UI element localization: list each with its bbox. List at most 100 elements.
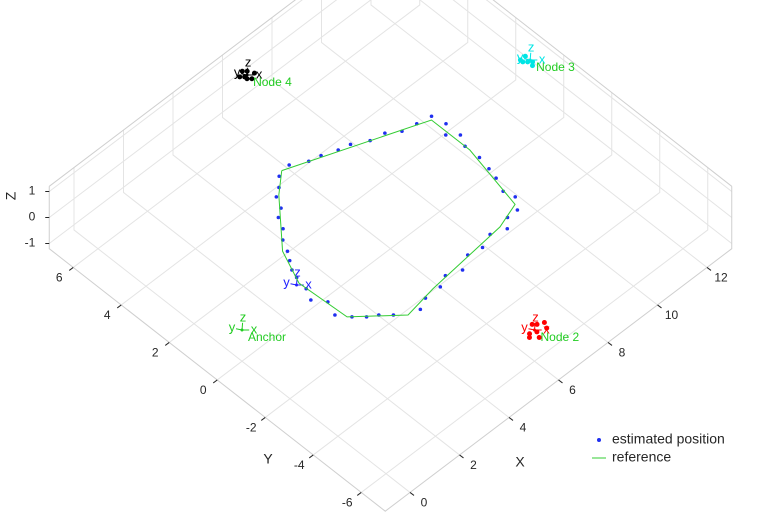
node-sample [526,335,532,340]
box-edge [48,186,733,512]
frame-label: z [528,39,535,54]
x-tick-label: 0 [421,496,428,510]
frame-label: y [229,319,236,334]
z-tick-label: -1 [25,236,36,250]
node-sample [249,76,255,82]
estimated-point [429,114,434,119]
grid-line [48,0,733,244]
grid-line [172,92,510,418]
grid-line [216,55,565,381]
frame-axis [241,322,244,331]
node-sample [536,335,542,340]
x-tick [657,304,662,309]
estimated-point [348,142,353,147]
estimated-point [444,121,448,126]
grid-line [168,17,517,343]
frame-label: x [305,276,312,291]
frame-label: y [521,319,528,334]
grid-line [48,0,733,218]
node-sample [527,331,533,337]
frame-label: x [251,321,258,336]
y-tick-label: -6 [342,496,353,510]
estimated-point [480,245,485,250]
frame-label: z [245,54,252,69]
x-tick-label: 6 [569,383,576,397]
y-tick-label: -4 [294,458,305,472]
estimated-point [274,195,279,199]
node-sample [251,70,257,76]
node-label: Anchor [248,330,286,344]
grid-line [264,92,613,418]
node-sample [529,63,535,69]
node-label: Node 3 [536,60,575,74]
z-tick-label: 0 [29,210,36,224]
y-axis-label: Y [263,451,273,467]
node-sample [517,57,523,63]
estimated-point [494,176,498,180]
legend-label: estimated position [612,431,725,447]
frame-label: x [539,51,546,66]
y-tick [116,304,122,309]
node-sample [244,76,250,82]
frame-axis [235,328,243,331]
y-tick [212,379,218,384]
estimated-point [477,155,482,160]
estimated-point [418,307,423,312]
grid-line [271,17,609,343]
node-sample [529,321,535,327]
y-tick [164,342,170,346]
estimated-point [443,133,448,137]
estimated-point [513,195,518,199]
estimated-point [487,166,491,171]
x-tick [409,492,415,496]
frame-axis [528,328,535,331]
estimated-point [287,163,291,167]
estimated-point [333,313,337,317]
grid-line [120,0,469,306]
node-sample [541,320,547,325]
estimated-point [364,315,369,319]
x-tick [508,417,514,421]
grid-line [72,0,421,268]
frame-label: x [256,66,263,81]
z-tick-label: 1 [29,184,36,198]
y-tick-label: 4 [104,308,111,322]
box-edge [48,0,733,187]
x-axis-label: X [515,454,525,470]
y-tick-label: 6 [56,271,63,285]
y-tick [68,267,74,271]
y-tick-label: -2 [246,421,257,435]
grid-line [222,55,559,381]
frame-axis [534,322,536,331]
frame-label: y [234,64,241,79]
node-label: Node 4 [253,75,292,89]
grid-line [73,167,411,493]
frame-label: z [532,309,539,324]
grid-line [360,167,709,493]
estimated-point [515,208,520,212]
z-axis-label: Z [3,191,19,200]
x-tick-label: 12 [714,271,728,285]
frame-label: z [294,264,301,279]
grid-line [48,0,733,192]
node-sample [522,53,528,59]
estimated-point [276,215,281,220]
estimated-point [281,226,285,231]
frame-label: x [543,321,550,336]
node-sample [239,68,245,74]
node-label: Node 2 [541,330,580,344]
node-sample [534,321,540,327]
y-tick-label: 2 [152,346,159,360]
estimated-point [309,298,313,302]
frame-axis [524,58,531,61]
y-tick [308,454,314,459]
estimated-point [277,174,282,179]
x-tick [607,342,613,346]
frame-axis [246,67,249,76]
legend-swatch [597,438,601,442]
legend-label: reference [612,449,671,465]
frame-axis [241,73,248,76]
x-tick [459,454,464,459]
grid-line [312,130,661,456]
estimated-point [438,285,443,289]
